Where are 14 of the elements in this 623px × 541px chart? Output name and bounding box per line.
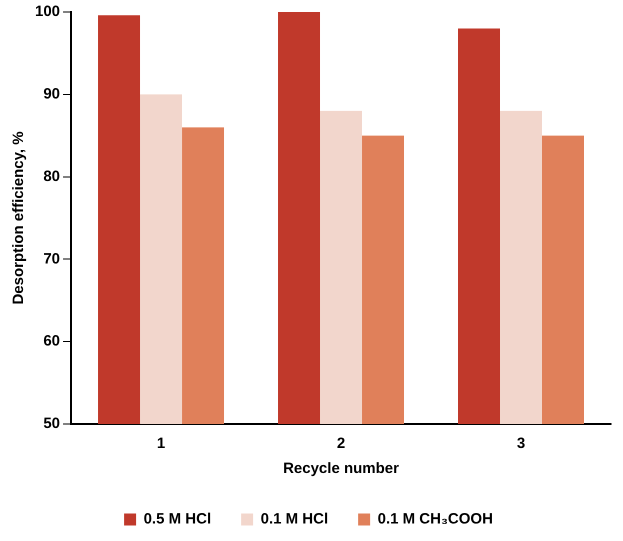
y-tick-label: 100: [34, 3, 60, 20]
y-tick-label: 60: [43, 332, 60, 350]
legend-label: 0.1 M HCl: [260, 510, 328, 528]
x-tick-label: 3: [516, 435, 526, 452]
legend-label: 0.1 M CH₃COOH: [378, 510, 493, 528]
y-axis-title: Desorption efficiency, %: [10, 131, 28, 305]
y-tick-label: 80: [43, 168, 60, 185]
x-tick-label: 2: [336, 435, 346, 452]
legend-label: 0.5 M HCl: [144, 510, 212, 528]
y-tick-label: 90: [43, 86, 60, 103]
y-tick-label: 50: [43, 415, 60, 432]
x-tick-label: 1: [156, 435, 166, 452]
x-axis-title: Recycle number: [283, 460, 400, 478]
y-tick-label: 70: [43, 250, 60, 268]
